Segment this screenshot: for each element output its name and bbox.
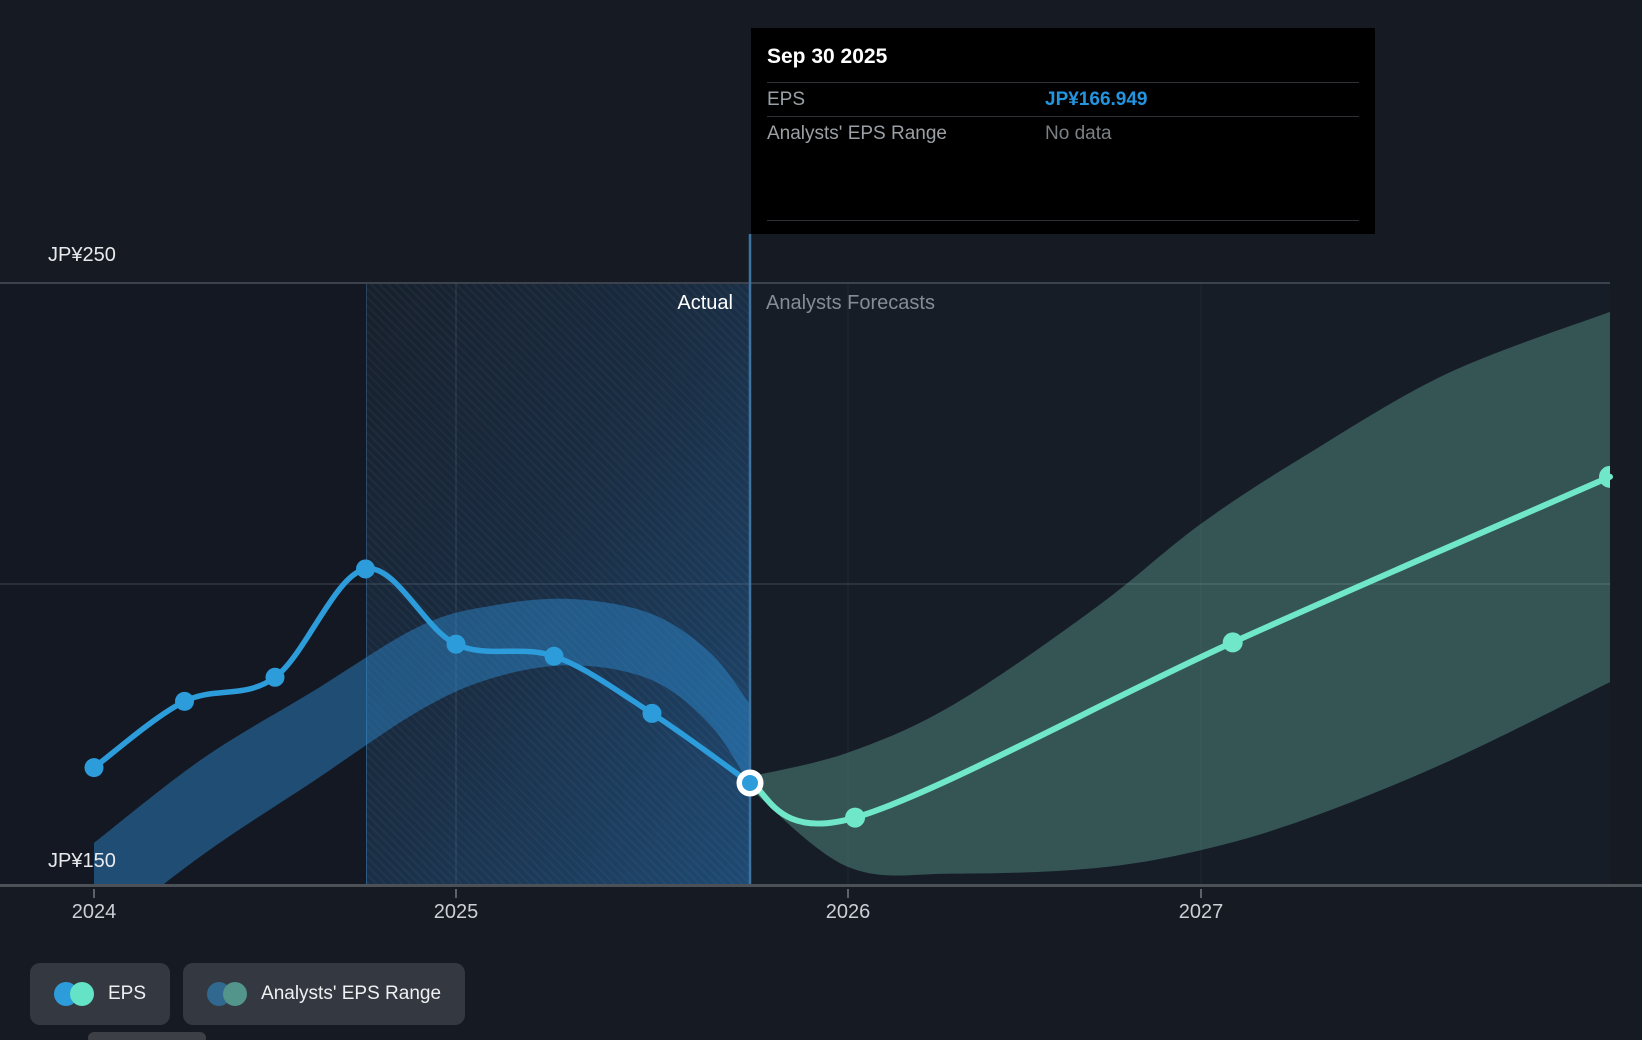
chart-legend: EPS Analysts' EPS Range: [30, 963, 466, 1025]
x-tick-2027: [1200, 889, 1202, 898]
range-series-icon: [207, 982, 248, 1006]
gridline-200: [0, 583, 1610, 585]
tooltip-divider: [767, 82, 1359, 83]
tooltip-range-value: No data: [1045, 122, 1112, 144]
actual-data-point[interactable]: [265, 667, 285, 687]
current-point-dot[interactable]: [742, 774, 758, 791]
x-axis-label-2024: 2024: [71, 901, 117, 923]
band-forecast: [750, 311, 1610, 876]
legend-label-eps: EPS: [108, 983, 147, 1004]
tooltip-row-range: Analysts' EPS Range No data: [751, 117, 1375, 150]
actual-eps-line: [91, 566, 753, 786]
legend-label-analysts-eps-range: Analysts' EPS Range: [261, 983, 442, 1004]
tooltip-bottom-divider: [767, 220, 1359, 221]
x-axis-label-2025: 2025: [433, 901, 479, 923]
forecast-eps-line: [747, 473, 1613, 827]
actual-region-label: Actual: [677, 292, 733, 314]
tooltip-eps-value: JP¥166.949: [1045, 88, 1148, 110]
x-axis-label-2026: 2026: [825, 901, 871, 923]
legend-item-analysts-eps-range[interactable]: Analysts' EPS Range: [183, 963, 466, 1025]
actual-data-point[interactable]: [544, 646, 564, 666]
actual-data-point[interactable]: [175, 691, 194, 711]
tooltip-eps-label: EPS: [767, 88, 806, 110]
tooltip-date: Sep 30 2025: [767, 45, 888, 68]
tooltip-divider: [767, 116, 1359, 117]
y-axis-label-250: JP¥250: [48, 244, 116, 266]
eps-series-icon: [54, 982, 94, 1006]
legend-item-eps[interactable]: EPS: [30, 963, 171, 1025]
actual-data-point[interactable]: [356, 559, 375, 579]
tooltip-row-eps: EPS JP¥166.949: [751, 83, 1375, 116]
forecast-region-background: [750, 284, 1610, 884]
x-tick-2026: [847, 889, 849, 898]
range-teal-dot-icon: [223, 982, 248, 1006]
x-tick-2024: [93, 889, 95, 898]
band-actual: [94, 598, 750, 884]
forecast-data-point[interactable]: [845, 807, 866, 828]
eps-teal-dot-icon: [70, 982, 94, 1006]
actual-data-point[interactable]: [84, 758, 104, 778]
forecast-data-point[interactable]: [1222, 632, 1243, 653]
actual-data-point[interactable]: [642, 703, 662, 723]
actual-data-point[interactable]: [446, 634, 466, 654]
range-bands: [94, 311, 1610, 884]
gridline-250: [0, 282, 1610, 284]
forecast-region-label: Analysts Forecasts: [766, 292, 935, 314]
horizontal-scrollbar-thumb[interactable]: [88, 1032, 206, 1040]
tooltip-range-label: Analysts' EPS Range: [767, 122, 947, 144]
vertical-gridline-2025: [455, 284, 457, 884]
actual-highlight-region: [365, 284, 751, 884]
x-axis-line: [0, 884, 1642, 887]
x-axis-label-2027: 2027: [1178, 901, 1224, 923]
y-axis-label-150: JP¥150: [48, 850, 116, 872]
x-tick-2025: [455, 889, 457, 898]
chart-tooltip: Sep 30 2025 EPS JP¥166.949 Analysts' EPS…: [751, 28, 1375, 234]
